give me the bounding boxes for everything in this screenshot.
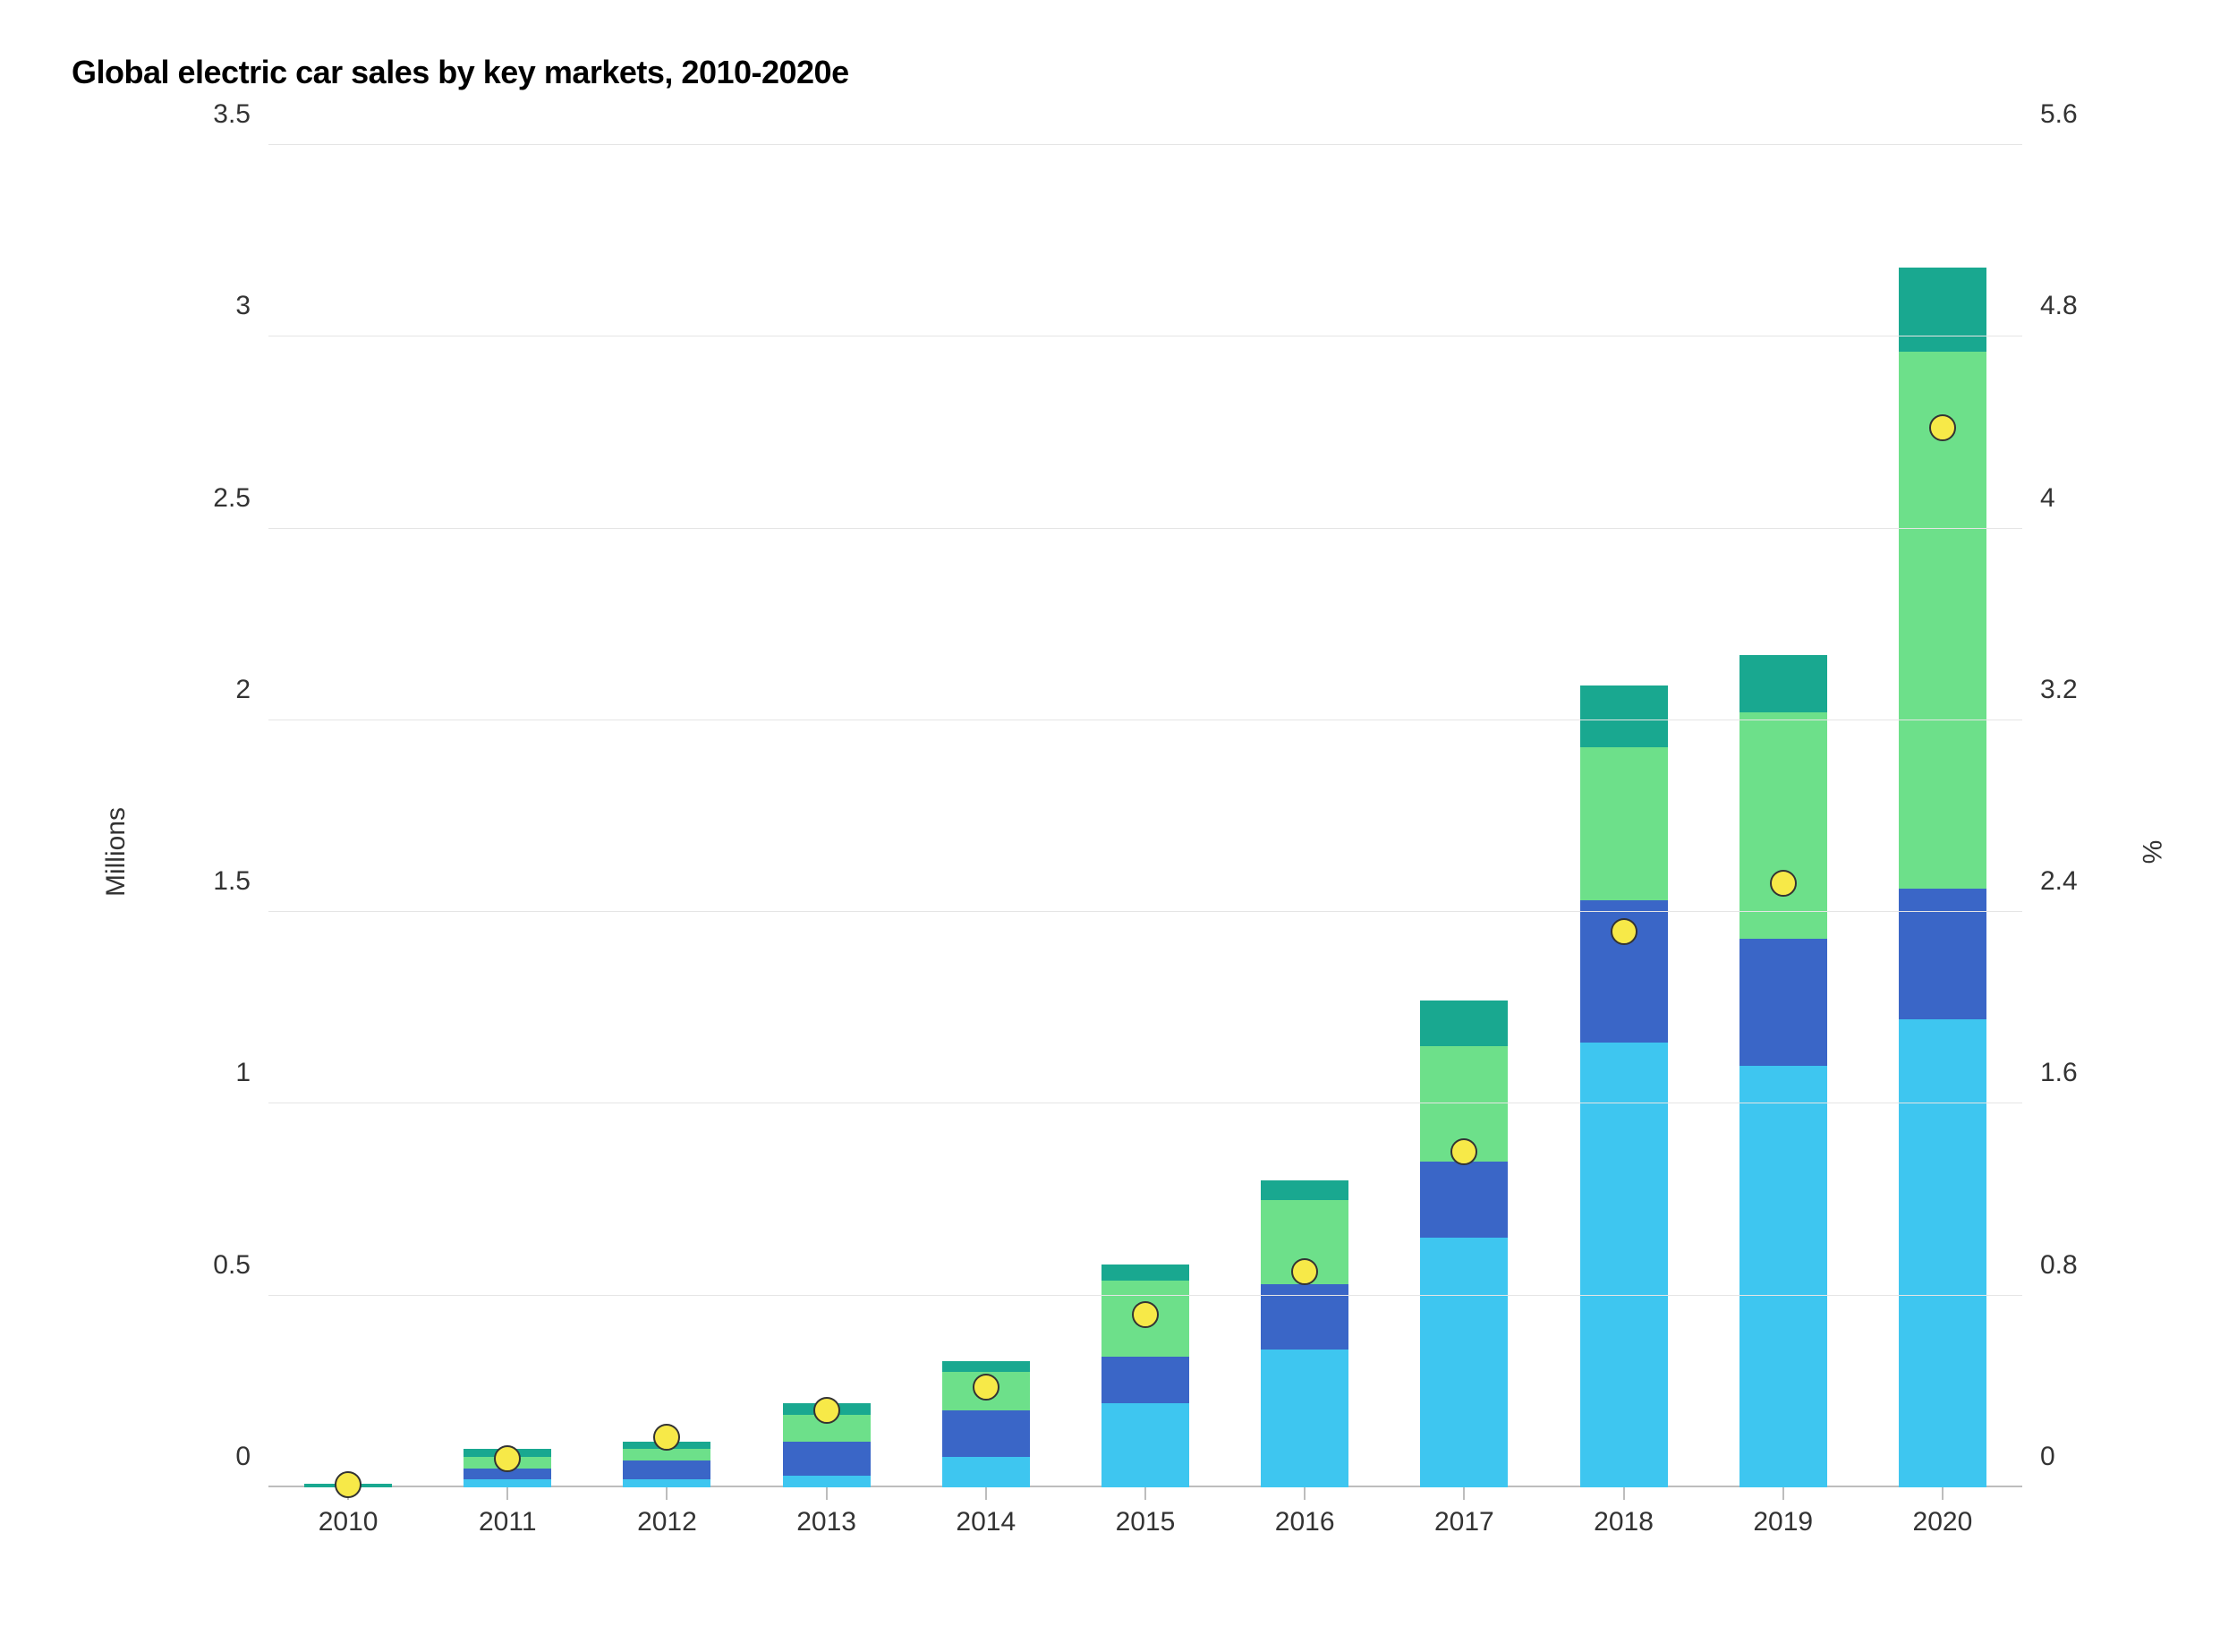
bar-segment-china [1261,1350,1348,1487]
bar-segment-china [942,1457,1030,1487]
y-left-tick: 3 [235,291,268,321]
bar-segment-china [1101,1403,1189,1487]
marker-point [1132,1301,1159,1328]
chart-area: Millions % 20102011201220132014201520162… [72,127,2165,1577]
x-tick-label: 2013 [796,1487,856,1537]
x-tick-label: 2018 [1594,1487,1654,1537]
x-tick-label: 2019 [1753,1487,1813,1537]
plot-region: 2010201120122013201420152016201720182019… [268,145,2022,1487]
bar-stack [304,145,392,1487]
bar-slot: 2011 [428,145,587,1487]
x-tick-label: 2015 [1116,1487,1176,1537]
bar-segment-europe [623,1449,710,1460]
bar-segment-china [1899,1019,1986,1487]
y-right-tick: 3.2 [2022,675,2078,705]
bar-slot: 2012 [587,145,746,1487]
marker-point [1450,1138,1477,1165]
y-left-tick: 0.5 [213,1250,268,1281]
bar-stack [783,145,871,1487]
marker-point [973,1374,999,1401]
bar-segment-china [623,1479,710,1487]
marker-point [494,1445,521,1472]
y-left-tick: 2.5 [213,483,268,514]
bar-segment-other [1420,1001,1508,1046]
y-left-tick: 3.5 [213,99,268,130]
marker-point [1611,918,1637,945]
bar-segment-china [1420,1238,1508,1487]
bar-segment-usa [1420,1162,1508,1239]
y-right-tick: 0.8 [2022,1250,2078,1281]
marker-point [813,1397,840,1424]
bar-segment-other [1580,685,1668,747]
bar-stack [1739,145,1827,1487]
bar-segment-europe [1580,747,1668,900]
bar-segment-china [1580,1043,1668,1487]
bar-stack [1420,145,1508,1487]
y-right-tick: 2.4 [2022,866,2078,897]
gridline [268,1295,2022,1296]
bar-stack [1101,145,1189,1487]
marker-point [1929,414,1956,441]
bar-slot: 2017 [1384,145,1544,1487]
y-axis-left-label: Millions [101,807,132,897]
x-tick-label: 2011 [479,1487,537,1537]
y-left-tick: 0 [235,1442,268,1472]
bar-slot: 2013 [747,145,906,1487]
x-tick-label: 2016 [1275,1487,1335,1537]
marker-point [653,1424,680,1451]
marker-point [1770,870,1797,897]
bar-stack [1899,145,1986,1487]
bar-stack [1580,145,1668,1487]
bar-segment-europe [1739,712,1827,939]
y-left-tick: 1 [235,1058,268,1088]
bar-slot: 2019 [1704,145,1863,1487]
bar-segment-usa [623,1460,710,1479]
bar-stack [1261,145,1348,1487]
bar-segment-other [1101,1265,1189,1280]
y-right-tick: 4.8 [2022,291,2078,321]
chart-page: Global electric car sales by key markets… [0,0,2237,1652]
bar-segment-usa [1899,889,1986,1019]
bar-slot: 2010 [268,145,428,1487]
bar-slot: 2020 [1863,145,2022,1487]
y-right-tick: 5.6 [2022,99,2078,130]
x-tick-label: 2012 [637,1487,697,1537]
y-left-tick: 2 [235,675,268,705]
bar-segment-china [464,1479,551,1487]
y-right-tick: 4 [2022,483,2055,514]
x-tick-label: 2020 [1913,1487,1973,1537]
gridline [268,911,2022,912]
bar-segment-usa [1101,1357,1189,1402]
y-left-tick: 1.5 [213,866,268,897]
gridline [268,144,2022,145]
x-tick-label: 2014 [956,1487,1016,1537]
y-right-tick: 0 [2022,1442,2055,1472]
bar-slot: 2018 [1544,145,1703,1487]
bar-stack [942,145,1030,1487]
bar-segment-usa [1739,939,1827,1065]
bar-segment-other [1261,1180,1348,1199]
bar-segment-usa [783,1442,871,1477]
x-tick-label: 2017 [1434,1487,1494,1537]
bar-segment-usa [942,1410,1030,1456]
bar-stack [623,145,710,1487]
y-axis-right-label: % [2139,840,2169,864]
bar-segment-china [1739,1066,1827,1487]
marker-point [335,1471,361,1498]
bar-slot: 2016 [1225,145,1384,1487]
bar-segment-china [783,1476,871,1487]
y-right-tick: 1.6 [2022,1058,2078,1088]
bars-layer: 2010201120122013201420152016201720182019… [268,145,2022,1487]
chart-title: Global electric car sales by key markets… [72,54,2165,91]
bar-segment-other [1899,268,1986,352]
bar-stack [464,145,551,1487]
bar-segment-other [942,1361,1030,1373]
bar-slot: 2014 [906,145,1066,1487]
bar-slot: 2015 [1066,145,1225,1487]
bar-segment-other [1739,655,1827,712]
marker-point [1291,1258,1318,1285]
gridline [268,528,2022,529]
